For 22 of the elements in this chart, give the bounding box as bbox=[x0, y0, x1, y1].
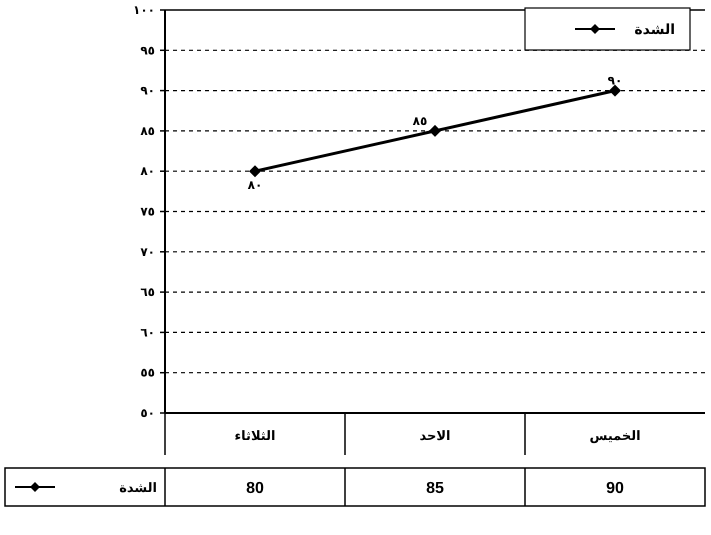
y-tick-label: ٦٠ bbox=[140, 325, 155, 340]
y-tick-label: ٥٥ bbox=[140, 366, 155, 380]
legend: الشدة bbox=[524, 7, 691, 51]
legend-label: الشدة bbox=[634, 22, 675, 38]
x-tick-label: الثلاثاء bbox=[234, 429, 276, 444]
y-tick-label: ٧٠ bbox=[140, 244, 155, 259]
y-tick-label: ٧٥ bbox=[140, 204, 155, 218]
data-label: 90 bbox=[606, 480, 624, 497]
x-tick-label: الاحد bbox=[419, 429, 451, 444]
data-label: 80 bbox=[246, 480, 264, 497]
y-tick-label: ٩٠ bbox=[140, 84, 155, 98]
annotation: ٨٥ bbox=[412, 114, 428, 128]
y-tick-label: ٦٥ bbox=[140, 285, 155, 300]
annotation: ٨٠ bbox=[248, 178, 262, 192]
annotation: ٩٠ bbox=[608, 74, 622, 88]
y-tick-label: ٥٠ bbox=[140, 406, 155, 420]
y-tick-label: ٨٥ bbox=[140, 124, 155, 138]
data-label: 85 bbox=[426, 480, 444, 497]
y-tick-label: ٨٠ bbox=[140, 164, 155, 178]
x-tick-label: الخميس bbox=[589, 429, 641, 444]
y-tick-label: ٩٥ bbox=[140, 43, 155, 58]
y-tick-label: ١٠٠ bbox=[133, 3, 155, 17]
